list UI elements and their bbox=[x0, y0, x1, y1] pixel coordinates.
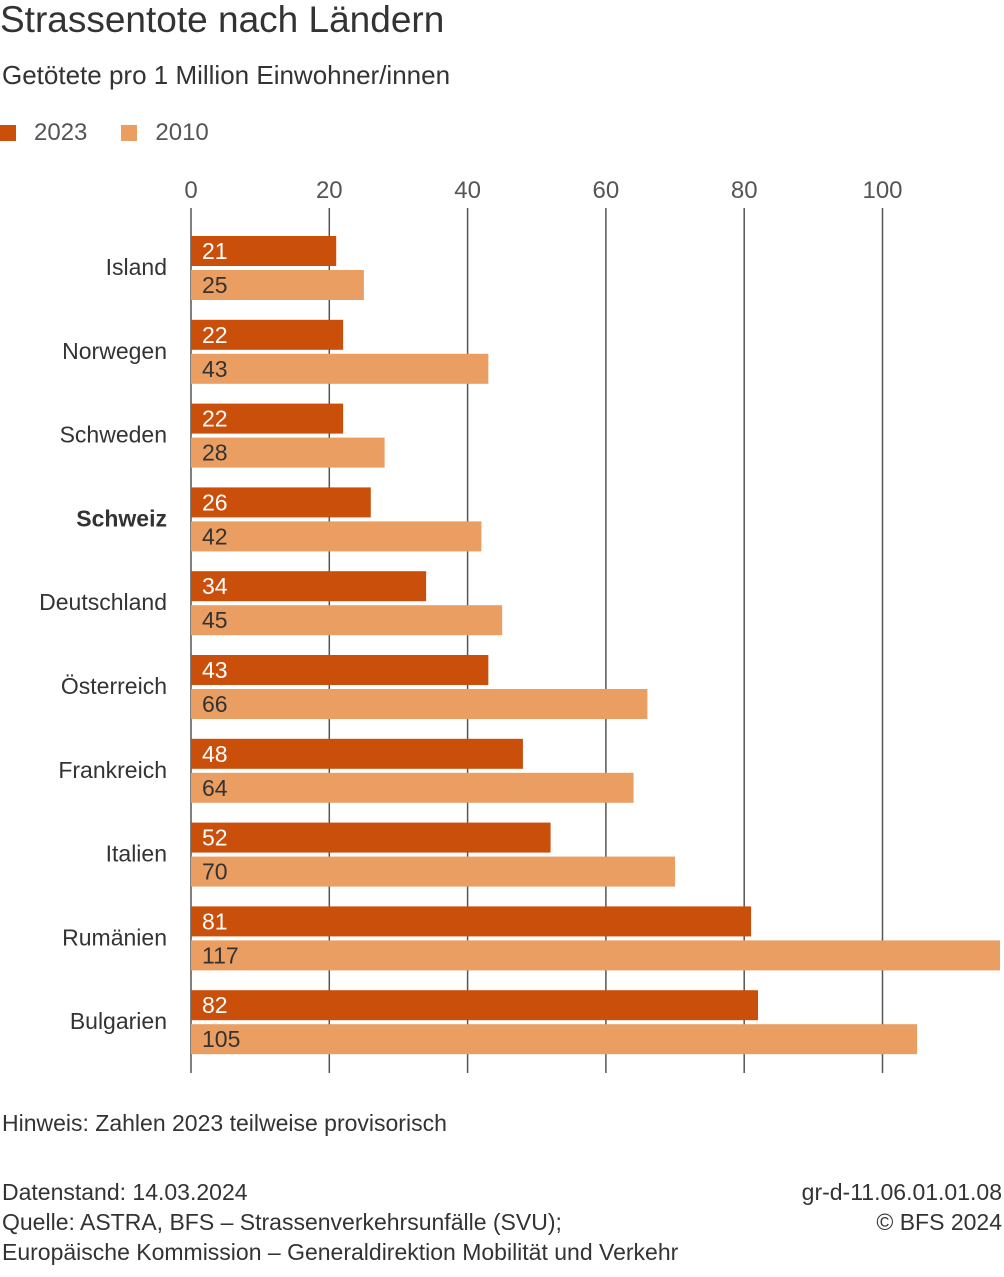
category-label: Schweden bbox=[60, 422, 167, 448]
data-label-2010: 64 bbox=[202, 775, 228, 801]
footer-datenstand: Datenstand: 14.03.2024 bbox=[2, 1179, 248, 1205]
legend-label-2010: 2010 bbox=[155, 119, 209, 146]
x-tick-label: 40 bbox=[454, 177, 481, 204]
category-label: Frankreich bbox=[58, 757, 167, 783]
footer-meta: gr-d-11.06.01.01.08 © BFS 2024 bbox=[802, 1177, 1002, 1237]
footer-quelle-2: Europäische Kommission – Generaldirektio… bbox=[2, 1239, 679, 1265]
bar-2010 bbox=[191, 1024, 918, 1055]
bar-2023 bbox=[191, 822, 551, 853]
bar-2010 bbox=[191, 605, 503, 636]
x-tick-label: 100 bbox=[862, 177, 902, 204]
footer-source: Datenstand: 14.03.2024 Quelle: ASTRA, BF… bbox=[2, 1177, 678, 1267]
bar-chart: 0 20 40 60 80 100 Island 21 25 Norwegen 22 43 Schwed… bbox=[39, 177, 1001, 1073]
chart-title: Strassentote nach Ländern bbox=[0, 0, 445, 40]
footer-copyright: © BFS 2024 bbox=[876, 1209, 1002, 1235]
data-label-2023: 21 bbox=[202, 238, 228, 264]
category-label: Österreich bbox=[61, 673, 167, 699]
bar-2010 bbox=[191, 521, 482, 552]
category-label: Deutschland bbox=[39, 589, 167, 615]
bar-2023 bbox=[191, 236, 337, 266]
bar-2010 bbox=[191, 437, 385, 468]
data-label-2010: 43 bbox=[202, 356, 228, 382]
data-label-2023: 81 bbox=[202, 908, 228, 934]
data-label-2023: 22 bbox=[202, 322, 228, 348]
category-label: Island bbox=[106, 254, 167, 280]
category-label: Bulgarien bbox=[70, 1008, 167, 1034]
bar-2010 bbox=[191, 689, 648, 719]
x-tick-label: 60 bbox=[593, 177, 620, 204]
data-label-2023: 43 bbox=[202, 657, 228, 683]
bar-2023 bbox=[191, 403, 344, 434]
bar-2010 bbox=[191, 270, 364, 300]
data-label-2023: 52 bbox=[202, 825, 228, 851]
x-tick-label: 20 bbox=[316, 177, 343, 204]
bar-2010 bbox=[191, 353, 489, 384]
footer-code: gr-d-11.06.01.01.08 bbox=[801, 1179, 1002, 1205]
data-label-2010: 25 bbox=[202, 272, 228, 298]
x-tick-label: 0 bbox=[184, 177, 197, 204]
data-label-2010: 105 bbox=[202, 1026, 240, 1052]
data-label-2010: 70 bbox=[202, 859, 228, 885]
bar-2023 bbox=[191, 990, 759, 1021]
bar-2010 bbox=[191, 940, 1001, 971]
category-label: Italien bbox=[106, 841, 167, 867]
note-text: Hinweis: Zahlen 2023 teilweise provisori… bbox=[2, 1110, 447, 1136]
data-label-2023: 22 bbox=[202, 406, 228, 432]
data-label-2010: 28 bbox=[202, 440, 228, 466]
bar-2023 bbox=[191, 655, 489, 685]
data-label-2010: 45 bbox=[202, 607, 228, 633]
bar-2023 bbox=[191, 487, 371, 518]
bar-2023 bbox=[191, 738, 523, 769]
bar-2010 bbox=[191, 772, 634, 803]
x-tick-label: 80 bbox=[731, 177, 758, 204]
data-label-2023: 48 bbox=[202, 741, 228, 767]
legend-swatch-2010 bbox=[121, 125, 138, 141]
legend: 2023 2010 bbox=[0, 118, 243, 148]
data-label-2010: 117 bbox=[202, 942, 239, 968]
category-label: Norwegen bbox=[62, 338, 167, 364]
bar-2010 bbox=[191, 856, 676, 887]
chart-subtitle: Getötete pro 1 Million Einwohner/innen bbox=[2, 60, 451, 90]
data-label-2023: 82 bbox=[202, 992, 228, 1018]
data-label-2010: 42 bbox=[202, 523, 228, 549]
data-label-2023: 26 bbox=[202, 489, 228, 515]
category-label: Rumänien bbox=[62, 924, 167, 950]
footer-quelle-1: Quelle: ASTRA, BFS – Strassenverkehrsunf… bbox=[2, 1209, 562, 1235]
bar-2023 bbox=[191, 571, 427, 602]
legend-swatch-2023 bbox=[0, 125, 16, 141]
category-label: Schweiz bbox=[76, 505, 167, 531]
bar-2023 bbox=[191, 319, 344, 350]
legend-item-2023: 2023 bbox=[0, 119, 87, 147]
data-label-2010: 66 bbox=[202, 691, 228, 717]
legend-item-2010: 2010 bbox=[121, 119, 209, 147]
data-label-2023: 34 bbox=[202, 573, 228, 599]
legend-label-2023: 2023 bbox=[34, 119, 88, 146]
bar-2023 bbox=[191, 906, 752, 937]
